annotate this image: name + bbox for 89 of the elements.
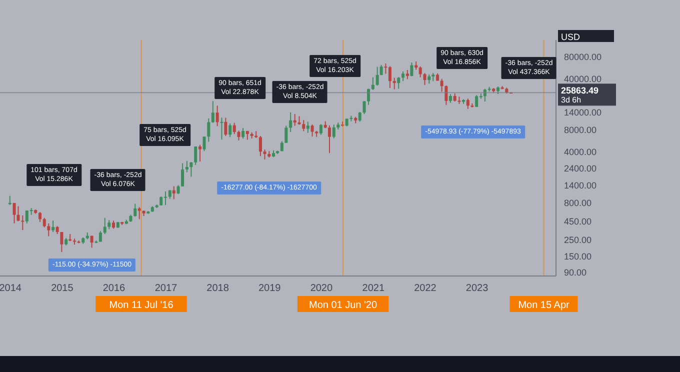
ref-line-label: Mon 11 Jul '16 xyxy=(109,300,174,311)
candlestick xyxy=(60,232,64,253)
x-tick-label: 2021 xyxy=(362,283,385,294)
x-tick-label: 2020 xyxy=(310,283,334,294)
candlestick xyxy=(90,235,94,248)
candlestick xyxy=(376,66,379,86)
candlestick xyxy=(392,77,396,90)
candlestick xyxy=(362,100,366,114)
candlestick xyxy=(263,149,266,160)
ref-line-label: Mon 15 Apr xyxy=(518,300,570,311)
candlestick xyxy=(289,112,292,132)
candlestick xyxy=(367,88,370,106)
y-axis-title: USD xyxy=(561,32,580,42)
candlestick xyxy=(108,220,111,230)
candlestick xyxy=(21,214,24,231)
candlestick xyxy=(164,190,167,206)
candlestick xyxy=(319,124,322,136)
candlestick xyxy=(444,85,448,106)
candlestick xyxy=(418,66,422,78)
candlestick xyxy=(138,206,141,220)
y-tick-label: 450.00 xyxy=(564,216,592,226)
candlestick xyxy=(293,114,296,126)
candlestick xyxy=(423,72,426,86)
candlestick xyxy=(242,127,245,139)
candlestick xyxy=(12,202,16,224)
candlestick xyxy=(228,122,232,138)
candlestick xyxy=(237,130,240,141)
y-tick-label: 8000.00 xyxy=(564,125,597,136)
ref-line-label: 25863.49 xyxy=(561,86,599,96)
candlestick xyxy=(466,98,470,110)
candlestick xyxy=(306,121,310,134)
candlestick xyxy=(211,100,214,124)
candlestick xyxy=(172,186,176,200)
y-tick-label: 2400.00 xyxy=(564,163,597,174)
candlestick xyxy=(388,66,392,88)
candlestick xyxy=(194,146,198,166)
y-tick-label: 1400.00 xyxy=(564,180,597,190)
candlestick xyxy=(181,162,184,187)
ref-line-label: Mon 01 Jun '20 xyxy=(308,300,378,311)
text: 3d 6h xyxy=(561,96,582,105)
candlestick xyxy=(198,144,202,162)
candlestick xyxy=(397,76,400,90)
candlestick xyxy=(328,124,331,154)
candlestick xyxy=(280,140,284,152)
candlestick xyxy=(47,222,50,237)
candlestick xyxy=(207,118,210,142)
candlestick xyxy=(440,78,444,92)
x-tick-label: 2015 xyxy=(51,283,74,294)
x-tick-label: 2014 xyxy=(0,283,22,294)
candlestick xyxy=(185,160,188,173)
candlestick xyxy=(38,212,42,222)
y-tick-label: 14000.00 xyxy=(564,107,602,118)
y-tick-label: 150.00 xyxy=(564,251,592,262)
y-tick-label: 80000.00 xyxy=(564,52,602,62)
x-tick-label: 2018 xyxy=(206,283,230,294)
y-tick-label: 90.00 xyxy=(564,267,587,278)
y-tick-label: 40000.00 xyxy=(564,74,602,84)
candlestick xyxy=(402,70,405,82)
candlestick xyxy=(134,203,137,218)
candlestick xyxy=(103,217,106,235)
candlestick xyxy=(310,124,314,137)
x-tick-label: 2017 xyxy=(154,283,178,294)
candlestick xyxy=(428,74,431,84)
candlestick xyxy=(332,124,336,139)
x-tick-label: 2019 xyxy=(258,283,282,294)
candlestick xyxy=(475,94,478,108)
candlestick xyxy=(258,135,262,157)
candlestick xyxy=(406,69,409,80)
candlestick xyxy=(42,217,46,228)
candlestick xyxy=(358,111,362,122)
x-tick-label: 2022 xyxy=(414,283,437,294)
y-tick-label: 4000.00 xyxy=(564,147,597,158)
candlestick xyxy=(220,117,224,140)
y-tick-label: 250.00 xyxy=(564,235,592,246)
candlestick xyxy=(410,62,414,77)
candlestick xyxy=(232,122,236,135)
y-tick-label: 800.00 xyxy=(564,198,592,208)
candlestick xyxy=(284,125,288,144)
x-tick-label: 2023 xyxy=(466,283,489,294)
candlestick xyxy=(224,117,228,136)
candlestick xyxy=(16,206,20,222)
candlestick xyxy=(52,220,55,233)
x-tick-label: 2016 xyxy=(102,283,126,294)
candlestick xyxy=(371,76,374,90)
candlestick xyxy=(190,162,193,178)
candlestick xyxy=(202,136,206,152)
candlestick xyxy=(302,119,306,132)
candlestick xyxy=(216,105,219,127)
candlestick xyxy=(98,230,102,242)
